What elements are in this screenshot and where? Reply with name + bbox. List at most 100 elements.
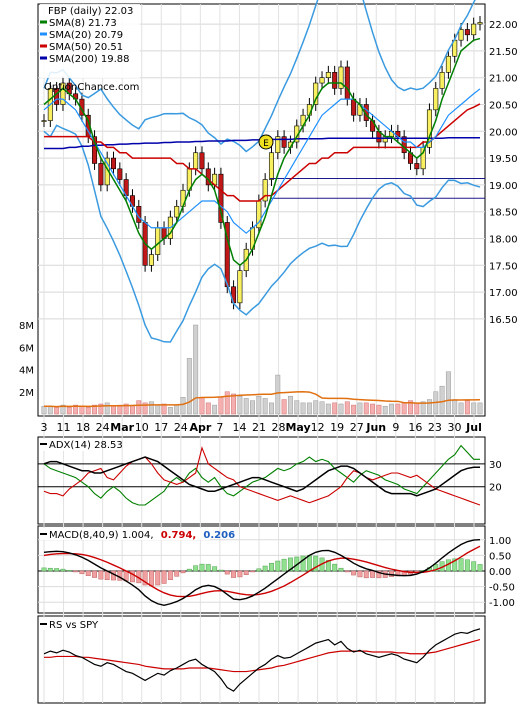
volume-bar	[111, 405, 116, 415]
price-tick-2: 21.00	[489, 74, 518, 85]
candle-body	[445, 55, 451, 73]
volume-bar	[130, 404, 135, 415]
macd-histogram-bar	[161, 570, 167, 584]
price-tick-5: 19.50	[489, 154, 518, 165]
macd-histogram-bar	[142, 570, 148, 586]
candle-body	[439, 72, 445, 89]
candle-body	[98, 163, 104, 186]
volume-bar	[180, 397, 186, 415]
macd-histogram-bar	[313, 555, 319, 572]
candle-body	[344, 66, 350, 100]
rs-panel-frame	[37, 615, 486, 704]
axis-labels: 22.00 21.50 21.00 20.50 20.00 19.50 19.00 18.50…	[19, 20, 518, 609]
macd-histogram-bar	[452, 558, 458, 572]
candle-body	[117, 168, 123, 180]
macd-histogram-bar	[66, 570, 72, 572]
bollinger-upper-line	[43, 0, 476, 153]
volume-tick-2: 4M	[19, 366, 34, 377]
volume-average-line	[44, 391, 481, 408]
x-tick-21: 30	[447, 421, 461, 434]
macd-histogram-bar	[155, 570, 161, 586]
candle-body	[111, 157, 117, 170]
candle-body	[332, 72, 338, 89]
x-tick-12: 28	[272, 421, 286, 434]
rs-rs_avg-line	[44, 638, 481, 673]
volume-bar	[452, 399, 458, 415]
volume-bar	[60, 404, 66, 415]
legend-label-3: SMA(200) 19.88	[49, 54, 130, 65]
macd-histogram-bar	[287, 557, 293, 572]
volume-bar	[218, 397, 224, 415]
macd-label: MACD(8,40,9) 1.004, 0.794, 0.206	[49, 530, 235, 541]
volume-bar	[408, 400, 413, 415]
macd-histogram-bar	[281, 558, 287, 572]
x-tick-22: Jul	[465, 421, 482, 434]
x-tick-19: 16	[408, 421, 422, 434]
macd-signal-line	[43, 545, 481, 598]
legend-label-2: SMA(50) 20.51	[49, 42, 123, 53]
macd-histogram-bar	[458, 558, 464, 572]
adx-label-bg	[40, 439, 90, 451]
macd-label-signal: 0.794,	[161, 530, 196, 541]
volume-bar	[161, 403, 167, 415]
volume-bar	[237, 395, 243, 415]
x-tick-18: 9	[392, 421, 399, 434]
macd-histogram-bar	[332, 563, 338, 572]
price-tick-1: 21.50	[489, 47, 518, 58]
candle-body	[193, 152, 199, 170]
macd-histogram-bar	[370, 570, 376, 578]
macd-histogram-bar	[41, 567, 47, 572]
macd-label-bg	[40, 528, 210, 540]
price-lines	[43, 0, 485, 343]
legend-label-0: SMA(8) 21.73	[49, 18, 117, 29]
x-tick-9: 7	[216, 421, 223, 434]
macd-tick-1: 0.50	[489, 551, 511, 562]
watermark: OptionChance.com	[44, 82, 139, 93]
x-tick-8: Apr	[189, 421, 211, 434]
volume-bar	[256, 395, 262, 415]
volume-bar	[414, 402, 420, 415]
volume-bar	[41, 405, 47, 415]
volume-bar	[243, 398, 249, 415]
x-tick-4: Mar	[110, 421, 134, 434]
volume-bar	[426, 399, 432, 415]
volume-bar	[148, 401, 154, 415]
x-tick-0: 3	[41, 421, 48, 434]
macd-histogram-bar	[231, 570, 237, 578]
volume-bar	[186, 358, 192, 415]
x-tick-11: 21	[252, 421, 266, 434]
macd-tick-0: 1.00	[489, 536, 511, 547]
chart-title: FBP (daily) 22.03	[48, 6, 133, 17]
volume-bar	[313, 400, 319, 415]
rs-label: RS vs SPY	[49, 620, 99, 631]
macd-tick-2: 0.00	[489, 567, 511, 578]
volume-tick-1: 6M	[19, 343, 34, 354]
volume-bar	[73, 404, 79, 415]
macd-histogram-bar	[357, 570, 363, 578]
price-panel-frame	[37, 3, 486, 417]
volume-bar	[344, 401, 350, 415]
price-tick-8: 18.00	[489, 235, 518, 246]
macd-histogram-bar	[130, 570, 135, 583]
volume-bar	[370, 403, 376, 415]
macd-histogram-bar	[54, 568, 60, 572]
x-tick-1: 11	[57, 421, 71, 434]
x-tick-15: 19	[330, 421, 344, 434]
rs-rs-line	[43, 628, 481, 692]
macd-histogram-bar	[243, 570, 249, 575]
macd-histogram-bar	[85, 570, 91, 576]
macd-histogram-bar	[338, 567, 344, 572]
candle-body	[464, 29, 470, 36]
macd-histogram-bar	[167, 570, 173, 580]
volume-bar	[98, 403, 104, 415]
price-tick-11: 16.50	[489, 315, 518, 326]
volume-bar	[382, 405, 388, 415]
macd-histogram-bar	[300, 555, 306, 572]
macd-histogram-bar	[212, 566, 218, 572]
macd-histogram-bar	[199, 563, 205, 572]
macd-histogram-bar	[92, 570, 98, 578]
adx-tick-0: 30	[489, 460, 502, 471]
candle-body	[458, 29, 464, 41]
macd-histogram-bar	[363, 570, 369, 579]
